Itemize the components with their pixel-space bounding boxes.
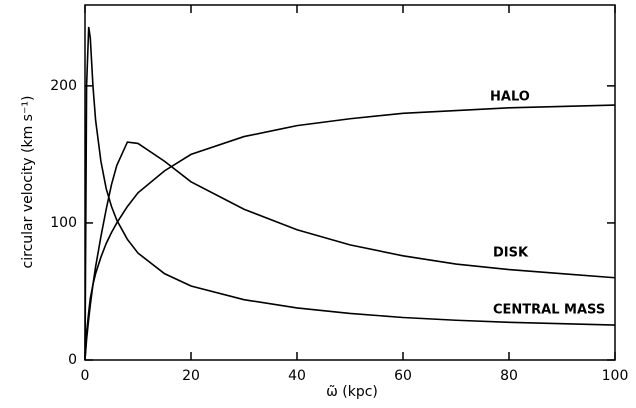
y-tick-label: 200 — [50, 78, 77, 94]
x-tick-label: 80 — [500, 368, 518, 384]
x-tick-label: 0 — [81, 368, 90, 384]
x-axis-label: ω̃ (kpc) — [326, 384, 378, 400]
y-axis-label: circular velocity (km s⁻¹) — [20, 96, 36, 269]
y-tick-label: 100 — [50, 215, 77, 231]
series-label: HALO — [490, 90, 530, 105]
series-line — [84, 26, 616, 361]
y-tick-label: 0 — [68, 352, 77, 368]
x-tick-label: 20 — [182, 368, 200, 384]
plot-frame — [84, 4, 616, 361]
x-tick-label: 40 — [288, 368, 306, 384]
series-line — [84, 104, 616, 361]
series-label: CENTRAL MASS — [493, 303, 605, 318]
x-tick-label: 60 — [394, 368, 412, 384]
series-line — [84, 141, 616, 361]
series-label: DISK — [493, 246, 529, 261]
x-tick-label: 100 — [602, 368, 629, 384]
